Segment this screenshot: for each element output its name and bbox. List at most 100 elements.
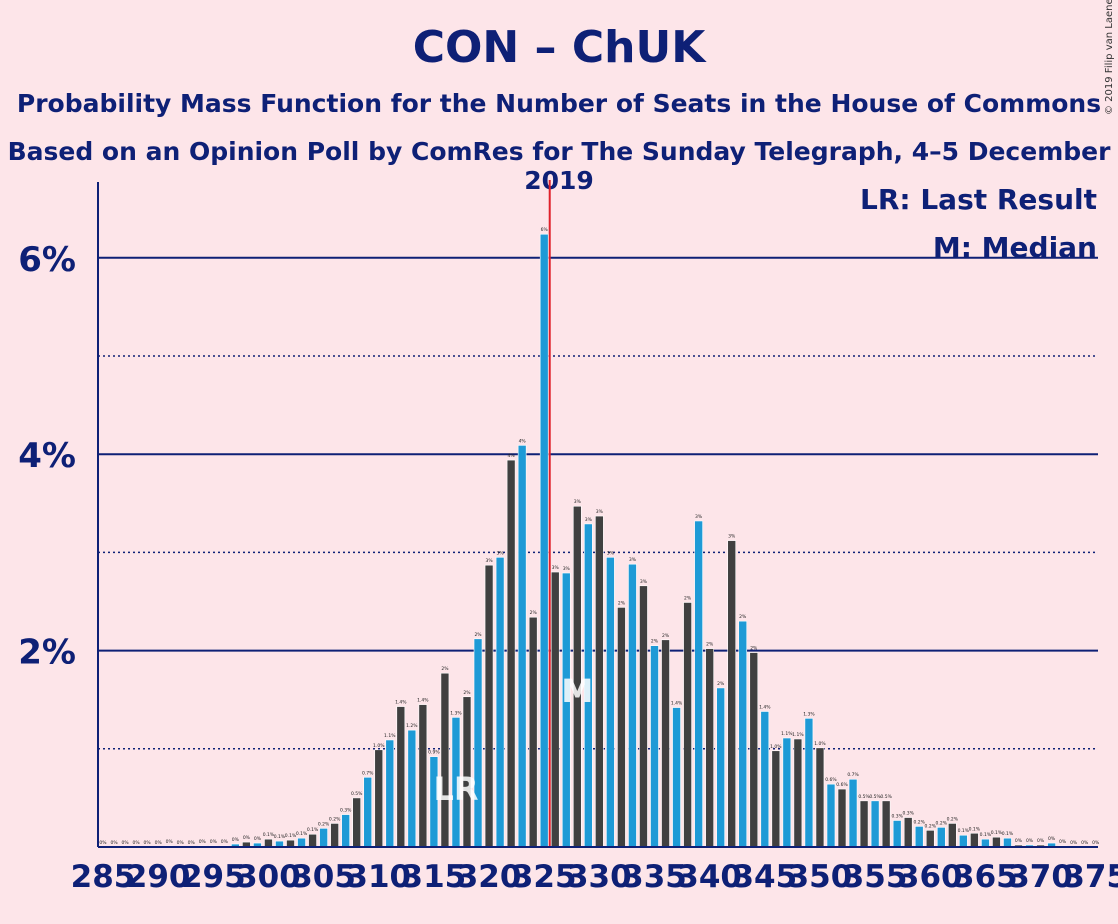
bar-value-label: 1.0% (814, 741, 826, 747)
bar-seat-343 (738, 620, 748, 848)
bar-value-label: 0.2% (925, 823, 937, 829)
bar-value-label: 2% (684, 595, 692, 601)
bar-seat-324 (528, 616, 538, 848)
x-tick-label: 295 (181, 859, 246, 895)
bar-value-label: 2% (706, 642, 714, 648)
bar-value-label: 0% (1026, 838, 1034, 844)
bar-value-label: 0% (144, 840, 152, 846)
bar-value-label: 0% (1070, 840, 1078, 846)
bar-value-label: 2% (717, 681, 725, 687)
bar-value-label: 0% (221, 839, 229, 845)
bar-value-label: 0.1% (307, 827, 319, 833)
bar-seat-337 (672, 707, 681, 848)
x-tick-label: 300 (236, 859, 301, 895)
bar-seat-366 (992, 836, 1001, 848)
bar-value-label: 0% (1081, 840, 1089, 846)
x-tick-label: 370 (1008, 859, 1073, 895)
bar-value-label: 3% (695, 514, 703, 520)
bar-seat-346 (771, 750, 781, 848)
x-tick-label: 305 (291, 859, 356, 895)
bar-value-label: 1.0% (373, 743, 385, 749)
bar-seat-340 (705, 648, 714, 848)
bar-value-label: 0% (243, 835, 251, 841)
bar-seat-327 (561, 572, 571, 848)
bar-value-label: 0% (1092, 840, 1100, 846)
bar-seat-347 (782, 737, 792, 848)
bar-seat-314 (418, 704, 428, 848)
bar-value-label: 4% (519, 438, 527, 444)
bar-seat-338 (683, 602, 692, 848)
bar-seat-304 (308, 833, 317, 848)
bar-seat-300 (264, 838, 273, 848)
bar-value-label: 0.2% (318, 821, 330, 827)
x-tick-label: 360 (898, 859, 963, 895)
bar-seat-353 (848, 778, 858, 848)
chart-subtitle-poll: Based on an Opinion Poll by ComRes for T… (7, 137, 1111, 195)
y-tick-label: 4% (18, 436, 76, 476)
bar-value-label: 0.1% (958, 828, 970, 834)
bar-seat-357 (892, 820, 902, 848)
bar-seat-319 (473, 638, 483, 848)
bar-value-label: 3% (585, 517, 593, 523)
bar-value-label: 3% (728, 534, 736, 540)
x-tick-label: 330 (567, 859, 632, 895)
bar-seat-356 (881, 800, 891, 848)
x-tick-label: 345 (732, 859, 797, 895)
bar-seat-354 (859, 800, 869, 848)
bar-value-label: 0.1% (296, 831, 308, 837)
bar-seat-334 (639, 585, 648, 848)
bar-value-label: 0% (133, 840, 141, 846)
x-tick-label: 325 (512, 859, 577, 895)
bar-value-label: 0.2% (914, 819, 926, 825)
chart-title: CON – ChUK (412, 22, 706, 73)
y-tick-label: 2% (18, 633, 76, 673)
y-tick-label: 6% (18, 240, 76, 280)
bar-value-label: 2% (618, 600, 626, 606)
bar-seat-326 (550, 571, 560, 848)
bar-value-label: 1.4% (671, 701, 683, 707)
bar-seat-303 (297, 837, 306, 848)
bar-seat-307 (341, 814, 350, 848)
bar-seat-339 (694, 520, 703, 848)
x-tick-label: 365 (953, 859, 1018, 895)
bar-value-label: 0% (1048, 836, 1056, 842)
bar-seat-310 (374, 749, 384, 848)
bar-seat-360 (925, 830, 935, 848)
bar-seat-306 (330, 823, 339, 848)
bar-seat-361 (936, 827, 946, 848)
last-result-marker: LR (433, 770, 478, 808)
x-tick-label: 320 (457, 859, 522, 895)
bar-value-label: 0.2% (329, 816, 341, 822)
bar-seat-302 (286, 839, 295, 848)
bar-seat-355 (870, 800, 880, 848)
bar-seat-350 (815, 747, 825, 848)
bar-value-label: 2% (651, 639, 659, 645)
bar-seat-336 (661, 639, 670, 848)
bar-value-label: 3% (607, 550, 615, 556)
bar-seat-330 (595, 515, 604, 848)
bar-value-label: 0.3% (902, 811, 914, 817)
bar-seat-359 (914, 826, 924, 848)
bar-seat-331 (606, 557, 615, 848)
bar-value-label: 1.4% (759, 704, 771, 710)
bar-value-label: 1.1% (792, 732, 804, 738)
bar-value-label: 0% (188, 840, 196, 846)
x-tick-label: 340 (677, 859, 742, 895)
bar-value-label: 3% (596, 509, 604, 515)
bar-seat-316 (440, 672, 450, 848)
bar-value-label: 3% (640, 579, 648, 585)
legend-last-result: LR: Last Result (860, 183, 1097, 216)
bar-value-label: 1.3% (450, 710, 462, 716)
bar-value-label: 0% (155, 840, 163, 846)
bar-value-label: 2% (474, 632, 482, 638)
bar-seat-342 (727, 540, 737, 848)
bar-value-label: 3% (629, 557, 637, 563)
bar-value-label: 0% (199, 839, 207, 845)
bar-seat-312 (396, 706, 406, 848)
bar-value-label: 0.1% (285, 833, 297, 839)
bar-seat-323 (517, 445, 527, 848)
bar-seat-333 (628, 563, 637, 848)
bar-value-label: 3% (563, 566, 571, 572)
bar-value-label: 0% (1059, 839, 1067, 845)
bar-seat-335 (650, 645, 659, 848)
